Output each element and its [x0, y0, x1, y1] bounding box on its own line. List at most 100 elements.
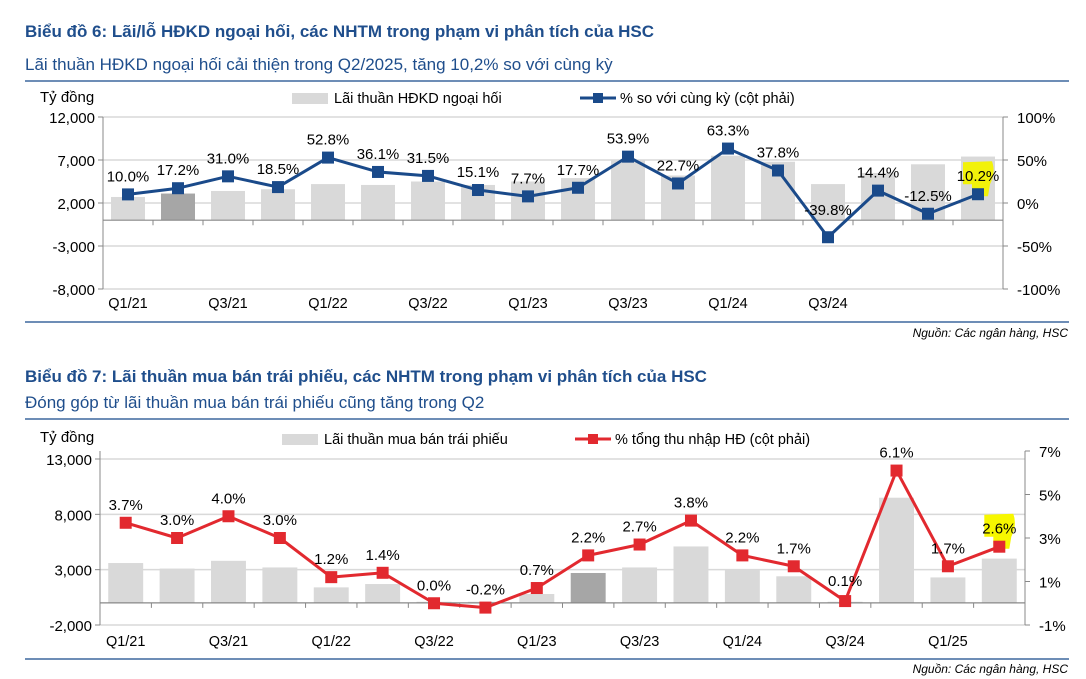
chart7-subtitle: Đóng góp từ lãi thuần mua bán trái phiếu…	[25, 393, 485, 412]
data-label: 2.6%	[982, 521, 1016, 538]
chart7-source: Nguồn: Các ngân hàng, HSC	[912, 662, 1068, 676]
bar	[313, 587, 349, 603]
series-line	[125, 469, 1000, 610]
legend-line-label: % tổng thu nhập HĐ (cột phải)	[615, 432, 810, 448]
x-tick-label: Q3/21	[208, 296, 248, 312]
x-tick-label: Q1/22	[312, 634, 352, 650]
chart6-subtitle: Lãi thuần HĐKD ngoại hối cải thiện trong…	[25, 55, 613, 74]
y2-tick-label: 5%	[1039, 488, 1061, 505]
y2-tick-label: 100%	[1017, 110, 1055, 127]
data-label: 10.0%	[107, 168, 150, 185]
data-label: 3.0%	[263, 512, 297, 529]
data-label: 0.7%	[520, 562, 554, 579]
line-marker	[633, 538, 646, 551]
line-marker	[736, 549, 749, 562]
y-tick-label: 12,000	[49, 110, 95, 127]
x-tick-label: Q3/24	[808, 296, 848, 312]
line-marker	[119, 516, 132, 529]
chart6-title: Biểu đồ 6: Lãi/lỗ HĐKD ngoại hối, các NH…	[25, 22, 655, 41]
bar	[159, 568, 195, 603]
x-tick-label: Q3/22	[408, 296, 448, 312]
line-marker	[941, 560, 954, 573]
line-marker	[122, 188, 134, 201]
chart7-title-rule	[25, 418, 1069, 420]
highlight-annotation	[963, 161, 994, 197]
bar	[262, 567, 298, 603]
y-tick-label: -3,000	[52, 239, 95, 256]
x-tick-label: Q3/23	[608, 296, 648, 312]
bar	[361, 184, 395, 221]
bar	[365, 584, 401, 603]
legend-line-label: % so với cùng kỳ (cột phải)	[620, 91, 795, 107]
y-tick-label: 7,000	[57, 153, 95, 170]
x-tick-label: Q3/21	[209, 634, 249, 650]
x-tick-label: Q1/23	[517, 634, 557, 650]
data-label: 3.7%	[109, 497, 143, 514]
line-marker	[582, 549, 595, 562]
bar	[811, 184, 845, 221]
y-tick-label: 13,000	[46, 452, 92, 469]
bar	[879, 497, 914, 603]
y-tick-label: -8,000	[52, 282, 95, 299]
y2-tick-label: -100%	[1017, 282, 1060, 299]
data-label: -0.2%	[466, 582, 505, 599]
line-marker	[922, 207, 934, 220]
data-label: 3.8%	[674, 495, 708, 512]
data-label: 52.8%	[307, 132, 350, 149]
legend-bar-swatch	[282, 434, 318, 445]
line-marker	[322, 151, 334, 164]
y-tick-label: 2,000	[57, 196, 95, 213]
chart6-bottom-rule	[25, 321, 1069, 323]
data-label: 22.7%	[657, 157, 700, 174]
line-marker	[422, 169, 434, 182]
bar	[311, 184, 345, 221]
bar	[724, 569, 760, 603]
x-tick-label: Q3/24	[825, 634, 865, 650]
legend-bar-swatch	[292, 93, 328, 104]
legend-line-marker	[588, 434, 598, 444]
y2-tick-label: 0%	[1017, 196, 1039, 213]
line-marker	[222, 170, 234, 183]
legend-bar-label: Lãi thuần mua bán trái phiếu	[324, 432, 508, 448]
data-label: 18.5%	[257, 161, 300, 178]
y-axis-title: Tỷ đồng	[40, 429, 94, 446]
series-line	[127, 147, 979, 239]
y2-tick-label: 7%	[1039, 444, 1061, 461]
data-label: 2.2%	[725, 529, 759, 546]
x-tick-label: Q1/25	[928, 634, 968, 650]
y2-tick-label: -1%	[1039, 618, 1066, 635]
data-label: 2.2%	[571, 529, 605, 546]
data-label: 14.4%	[857, 165, 900, 182]
x-tick-label: Q1/21	[106, 634, 146, 650]
line-marker	[222, 510, 235, 523]
chart7-plot: Tỷ đồng Lãi thuần mua bán trái phiếu % tổn…	[40, 429, 1066, 650]
highlight-annotation	[984, 513, 1015, 549]
bar	[673, 546, 709, 603]
data-label: 4.0%	[211, 490, 245, 507]
x-tick-label: Q1/21	[108, 296, 148, 312]
line-marker	[722, 142, 734, 155]
bar	[570, 572, 606, 603]
y2-tick-label: -50%	[1017, 239, 1052, 256]
chart6-plot: Tỷ đồng Lãi thuần HĐKD ngoại hối % so với …	[40, 89, 1060, 312]
y2-tick-label: 3%	[1039, 531, 1061, 548]
data-label: 0.0%	[417, 577, 451, 594]
y-axis-title: Tỷ đồng	[40, 89, 94, 106]
line-marker	[172, 182, 184, 195]
line-marker	[572, 181, 584, 194]
data-label: 1.4%	[366, 547, 400, 564]
data-label: 36.1%	[357, 146, 400, 163]
line-marker	[684, 514, 697, 527]
line-marker	[787, 560, 800, 573]
bar	[611, 160, 645, 221]
x-tick-label: Q1/24	[708, 296, 748, 312]
bar	[161, 193, 195, 221]
bar	[622, 567, 658, 603]
chart6-source: Nguồn: Các ngân hàng, HSC	[912, 326, 1068, 340]
chart7-title: Biểu đồ 7: Lãi thuần mua bán trái phiếu,…	[25, 367, 707, 386]
legend-bar-label: Lãi thuần HĐKD ngoại hối	[334, 91, 502, 107]
x-tick-label: Q1/23	[508, 296, 548, 312]
data-label: 10.2%	[957, 168, 1000, 185]
x-tick-label: Q1/24	[723, 634, 763, 650]
data-label: 17.7%	[557, 162, 600, 179]
